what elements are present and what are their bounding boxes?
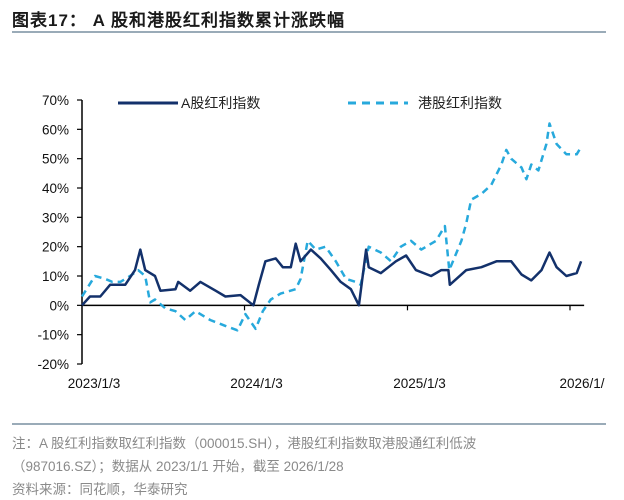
legend-label-a-share: A股红利指数 (181, 95, 260, 111)
y-tick-label: -20% (37, 357, 69, 372)
y-tick-label: 10% (42, 269, 69, 284)
x-tick-label: 2024/1/3 (230, 376, 283, 391)
series-lines (80, 122, 583, 332)
series-line-a-share (81, 242, 583, 307)
y-tick-label: 30% (42, 210, 69, 225)
source-note: 资料来源：同花顺，华泰研究 (12, 482, 188, 497)
series-line-hk (80, 122, 583, 332)
y-tick-label: 0% (49, 298, 69, 313)
note-line-1: 注：A 股红利指数取红利指数（000015.SH），港股红利指数取港股通红利低波 (12, 436, 477, 451)
legend: A股红利指数 港股红利指数 (118, 95, 502, 111)
y-tick-label: 50% (42, 152, 69, 167)
legend-label-hk: 港股红利指数 (418, 95, 502, 111)
title-divider (12, 31, 606, 33)
figure-title: 图表17： A 股和港股红利指数累计涨跌幅 (12, 11, 346, 30)
y-tick-label: 20% (42, 240, 69, 255)
y-tick-label: 40% (42, 181, 69, 196)
x-tick-label: 2026/1/ (559, 376, 604, 391)
x-axis: 2023/1/3 2024/1/3 2025/1/3 2026/1/ (68, 304, 605, 391)
x-tick-label: 2023/1/3 (68, 376, 121, 391)
x-tick-label: 2025/1/3 (393, 376, 446, 391)
y-tick-label: 60% (42, 122, 69, 137)
y-tick-label: 70% (42, 93, 69, 108)
y-tick-label: -10% (37, 328, 69, 343)
notes-divider (12, 423, 606, 425)
note-line-2: （987016.SZ）；数据从 2023/1/1 开始，截至 2026/1/28 (12, 459, 344, 474)
y-axis: 70% 60% 50% 40% 30% 20% 10% 0% -10% -20% (37, 93, 83, 372)
